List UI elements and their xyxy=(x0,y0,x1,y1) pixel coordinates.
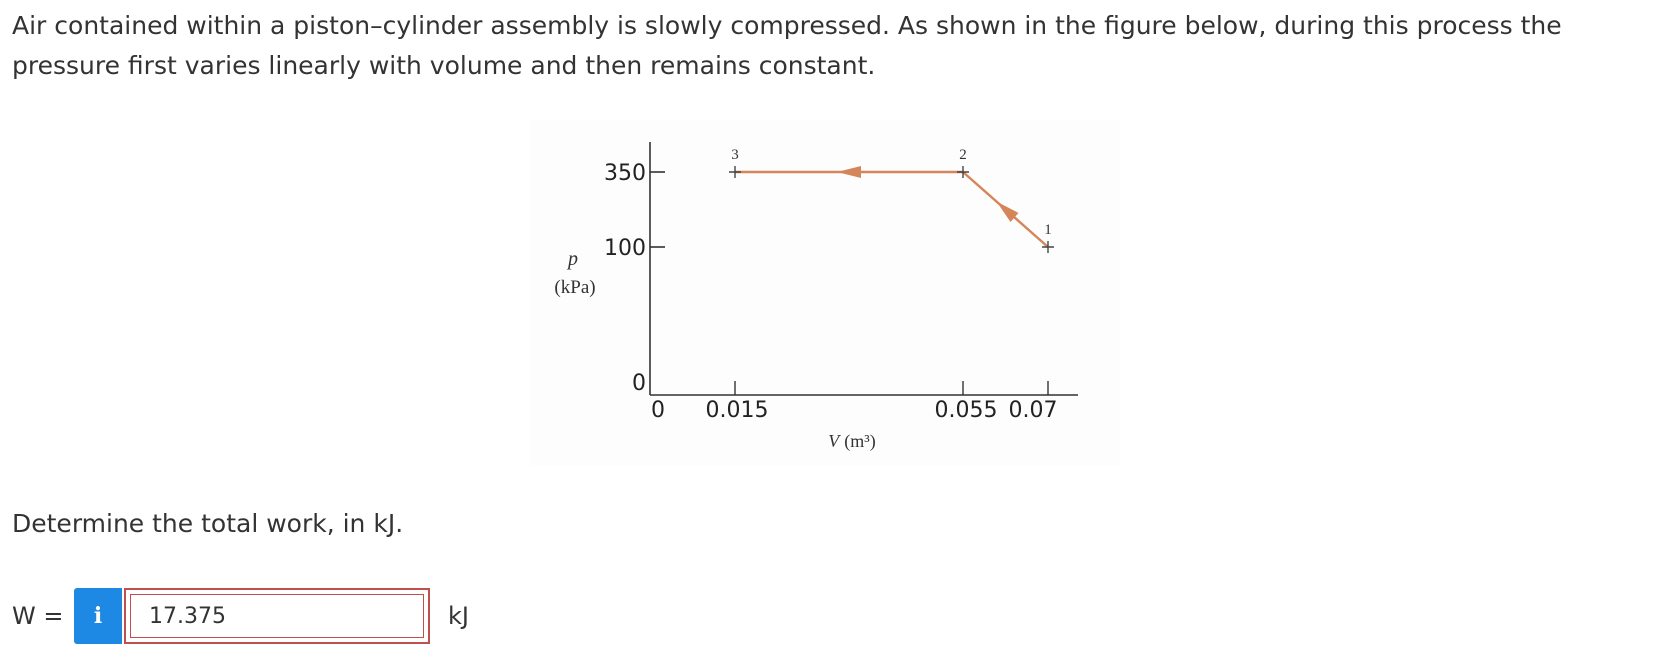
y-axis-symbol: p xyxy=(566,248,578,270)
process-path: 1 2 3 xyxy=(729,147,1054,253)
state-point-1 xyxy=(1042,241,1054,253)
x-tick-label-0: 0 xyxy=(651,398,665,423)
direction-arrow-2-3 xyxy=(837,166,861,178)
y-tick-label-100: 100 xyxy=(604,236,646,261)
info-icon[interactable]: i xyxy=(74,588,122,644)
state-label-3: 3 xyxy=(731,147,739,163)
x-axis-label: V (m³) xyxy=(828,431,875,452)
answer-box xyxy=(124,588,430,644)
figure-background xyxy=(530,120,1120,465)
prompt-text: Determine the total work, in kJ. xyxy=(12,509,404,538)
y-tick-label-350: 350 xyxy=(604,161,646,186)
answer-input[interactable] xyxy=(130,594,424,638)
x-tick-label-0-055: 0.055 xyxy=(935,398,998,423)
answer-label: W = xyxy=(12,602,64,630)
x-axis-symbol: V xyxy=(828,431,841,451)
direction-arrow-1-2 xyxy=(996,201,1019,222)
y-axis-unit: (kPa) xyxy=(554,277,595,298)
y-tick-label-0: 0 xyxy=(632,371,646,396)
answer-row: W = i kJ xyxy=(12,588,469,644)
question-text: Air contained within a piston–cylinder a… xyxy=(12,11,1562,80)
state-point-3 xyxy=(729,166,741,178)
state-point-2 xyxy=(957,166,969,178)
answer-unit: kJ xyxy=(448,602,469,630)
x-tick-label-0-015: 0.015 xyxy=(706,398,769,423)
state-label-2: 2 xyxy=(959,147,967,163)
x-tick-label-0-07: 0.07 xyxy=(1009,398,1058,423)
process-segment-1-2 xyxy=(962,171,1049,248)
x-axis-unit: (m³) xyxy=(844,431,875,452)
state-label-1: 1 xyxy=(1044,222,1052,238)
